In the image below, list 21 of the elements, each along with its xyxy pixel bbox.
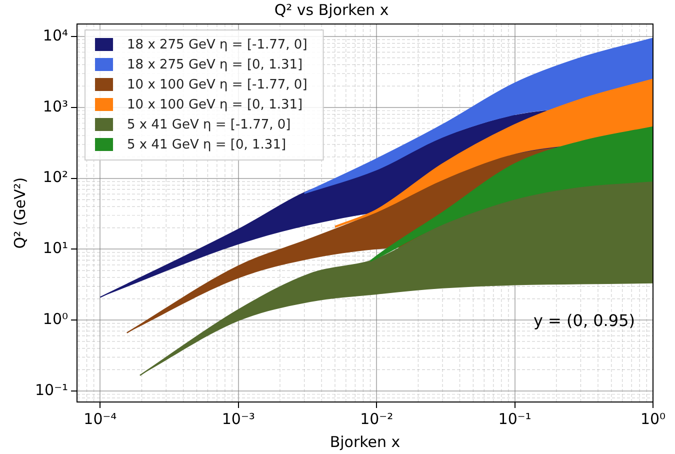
legend-label: 5 x 41 GeV η = [-1.77, 0] [127, 117, 291, 132]
legend-label: 18 x 275 GeV η = [-1.77, 0] [127, 37, 308, 52]
legend-label: 10 x 100 GeV η = [0, 1.31] [127, 97, 303, 112]
legend-label: 5 x 41 GeV η = [0, 1.31] [127, 137, 286, 152]
y-tick-label: 10³ [42, 97, 68, 116]
y-tick-label: 10⁰ [42, 310, 68, 328]
annotation: y = (0, 0.95) [533, 311, 635, 330]
legend-label: 18 x 275 GeV η = [0, 1.31] [127, 57, 303, 72]
y-tick-label: 10⁴ [42, 26, 68, 44]
y-axis-title: Q² (GeV²) [10, 177, 29, 249]
chart-title: Q² vs Bjorken x [274, 0, 389, 19]
x-tick-label: 10⁰ [640, 410, 666, 428]
y-tick-label: 10² [42, 168, 68, 186]
y-tick-label: 10¹ [42, 239, 68, 258]
x-tick-label: 10⁻² [360, 410, 394, 428]
x-tick-label: 10⁻⁴ [84, 410, 117, 428]
x-tick-label: 10⁻¹ [498, 410, 532, 428]
legend-label: 10 x 100 GeV η = [-1.77, 0] [127, 77, 308, 92]
x-axis-title: Bjorken x [330, 432, 400, 451]
y-tick-label: 10⁻¹ [34, 380, 68, 399]
x-tick-label: 10⁻³ [222, 410, 255, 428]
